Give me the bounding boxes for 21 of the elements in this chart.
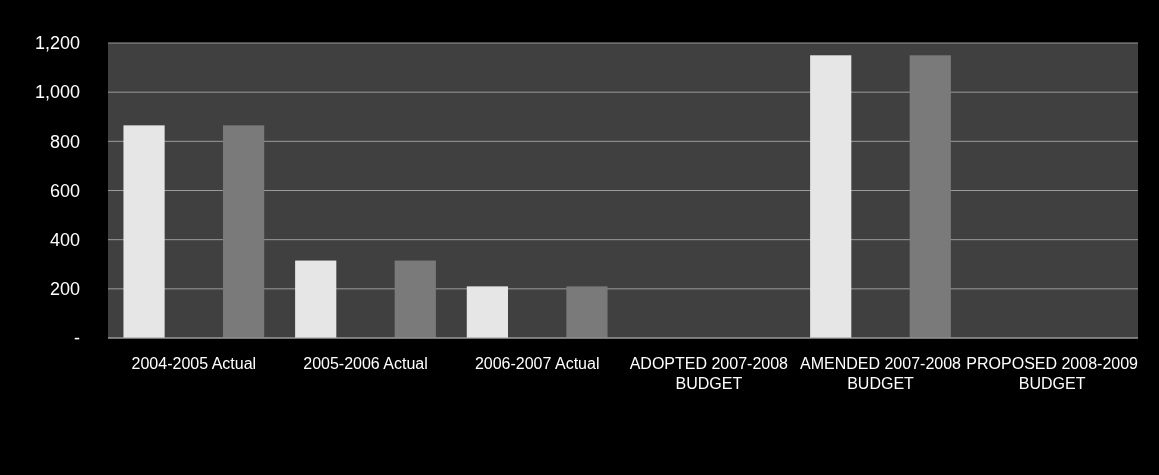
y-tick-label: 400 <box>49 229 80 250</box>
y-tick-label: 600 <box>49 180 80 201</box>
x-tick-label: PROPOSED 2008-2009 BUDGET <box>966 355 1139 393</box>
x-tick-label: AMENDED 2007-2008 BUDGET <box>800 355 962 393</box>
y-tick-label: 1,000 <box>34 82 80 103</box>
y-tick-label: - <box>74 328 80 349</box>
x-tick-label: ADOPTED 2007-2008 BUDGET <box>629 355 789 393</box>
x-tick-label: 2004-2005 Actual <box>131 355 257 373</box>
bar <box>394 260 436 338</box>
bar <box>466 286 508 338</box>
bar <box>909 55 951 338</box>
bar <box>223 125 265 338</box>
bar <box>123 125 165 338</box>
y-tick-label: 200 <box>49 279 80 300</box>
y-tick-label: 1,200 <box>34 33 80 54</box>
x-tick-label: 2006-2007 Actual <box>474 355 600 373</box>
x-tick-label: 2005-2006 Actual <box>303 355 428 373</box>
y-tick-label: 800 <box>49 131 80 152</box>
bar <box>810 55 852 338</box>
bar <box>566 286 608 338</box>
bar <box>295 260 337 338</box>
